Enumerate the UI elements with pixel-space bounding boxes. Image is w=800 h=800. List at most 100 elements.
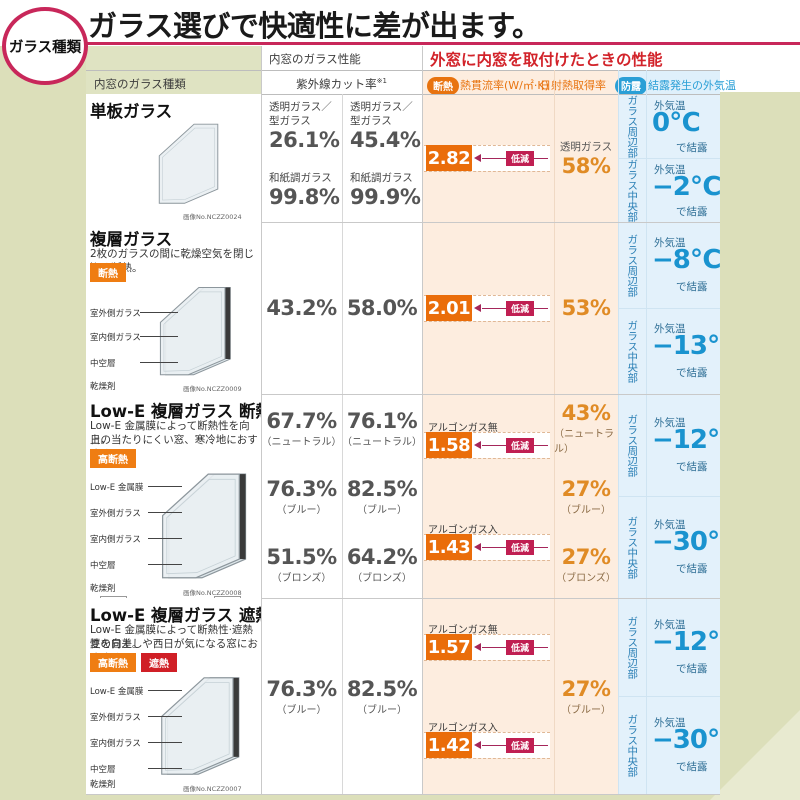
u-value-box: 1.58 (426, 432, 472, 458)
column-divider (422, 46, 423, 794)
dew-suffix-label: で結露 (676, 663, 708, 675)
glass-region-label: ガラス周辺部 (626, 413, 639, 477)
solar-gain-cell: 27% （ブルー） (554, 598, 618, 794)
solar-variant-label: （ニュートラル） (554, 429, 614, 455)
uv-value: 58.0% (346, 296, 418, 320)
condensation-temp-value: −12℃ (652, 627, 720, 657)
leader-line (148, 512, 182, 513)
dew-suffix-label: で結露 (676, 461, 708, 473)
figure-label: 室外側ガラス (90, 309, 141, 319)
dew-suffix-label: で結露 (676, 281, 708, 293)
reduction-badge: 低減 (506, 301, 535, 316)
uv-value: 26.1% (269, 128, 340, 153)
outside-temp-label: 外気温 (654, 100, 686, 112)
uv-cut-inner-cell: 透明ガラス／ 型ガラス 26.1% (261, 94, 342, 158)
leader-line (148, 742, 182, 743)
figure-label: 乾燥剤 (90, 382, 116, 392)
column-divider (646, 70, 647, 794)
row-divider (86, 222, 720, 223)
dash-guide (424, 732, 550, 733)
column-divider (261, 46, 262, 794)
condensation-cell: 外気温 0℃ で結露 (646, 94, 720, 158)
condensation-divider (618, 158, 720, 159)
dash-guide (424, 321, 550, 322)
row-divider (86, 70, 720, 71)
figure-label: 中空層 (90, 765, 116, 775)
glass-region-label-cell: ガラス周辺部 (618, 598, 646, 696)
glass-tag: 遮熱 (141, 653, 177, 672)
reduction-badge: 低減 (506, 151, 535, 166)
dash-guide (424, 432, 550, 433)
leader-line (148, 690, 182, 691)
uv-value: 76.3% (266, 676, 337, 701)
uv-value: 76.3% (266, 476, 337, 501)
glass-region-label: ガラス周辺部 (626, 233, 639, 297)
uv-cut-outer-cell: 64.2% （ブロンズ） (342, 530, 422, 598)
u-value-box: 2.82 (426, 145, 472, 171)
dash-guide (424, 458, 550, 459)
glass-region-label-cell: ガラス中央部 (618, 158, 646, 222)
figure-label: 中空層 (90, 359, 116, 369)
glass-region-label-cell: ガラス中央部 (618, 308, 646, 394)
figure-label: 乾燥剤 (90, 780, 116, 790)
header-solar-gain-label: 日射熱取得率 (540, 79, 606, 92)
uv-variant-label: （ニュートラル） (261, 436, 342, 448)
argon-condition-label: アルゴンガス入 (428, 525, 498, 536)
glass-type-badge-label: ガラス種類 (8, 39, 82, 56)
dash-guide (424, 145, 550, 146)
solar-gain-cell: 透明ガラス 58% (554, 94, 618, 222)
uv-sub-label: 透明ガラス／ (269, 100, 332, 113)
dash-guide (424, 758, 550, 759)
outside-temp-label: 外気温 (654, 717, 686, 729)
figure-label: Low-E 金属膜 (90, 687, 144, 697)
solar-gain-cell: 27% （ブルー） (554, 462, 618, 530)
condensation-cell: 外気温−30℃ で結露 (646, 696, 720, 794)
image-number: 画像No.NCZZ0024 (183, 213, 242, 221)
condensation-temp-value: −30℃ (652, 527, 720, 557)
uv-cut-outer-cell: 82.5% （ブルー） (342, 598, 422, 794)
glass-region-label-cell: ガラス周辺部 (618, 394, 646, 496)
condensation-temp-value: 0℃ (652, 108, 701, 138)
leader-line (148, 564, 182, 565)
dash-guide (424, 295, 550, 296)
outside-temp-label: 外気温 (654, 164, 686, 176)
uv-variant-label: （ブルー） (276, 504, 327, 516)
leader-line (140, 312, 178, 313)
title-bar: ガラス選びで快適性に差が出ます。 (0, 0, 800, 46)
glass-region-label: ガラス中央部 (626, 319, 639, 383)
row-divider (86, 94, 720, 95)
uv-cut-inner-cell: 和紙調ガラス 99.8% (261, 158, 342, 222)
solar-gain-value: 27% (561, 676, 611, 701)
row-divider (86, 598, 720, 599)
dew-suffix-label: で結露 (676, 761, 708, 773)
column-divider (554, 70, 555, 794)
uv-value: 51.5% (266, 544, 337, 569)
glass-region-label-cell: ガラス周辺部 (618, 94, 646, 158)
solar-gain-cell: 27% （ブロンズ） (554, 530, 618, 598)
condensation-cell: 外気温−12℃ で結露 (646, 598, 720, 696)
condensation-temp-value: −13℃ (652, 331, 720, 361)
u-value-box: 1.43 (426, 534, 472, 560)
glass-tag: 高断熱 (90, 653, 136, 672)
condensation-temp-value: −2℃ (652, 172, 720, 202)
dew-suffix-label: で結露 (676, 563, 708, 575)
glass-tag: 断熱 (90, 263, 126, 282)
uv-cut-inner-cell: 67.7% （ニュートラル） (261, 394, 342, 462)
argon-condition-label: アルゴンガス無 (428, 625, 498, 636)
uv-variant-label: （ブルー） (357, 704, 407, 716)
figure-label: 室内側ガラス (90, 535, 141, 545)
reduction-badge: 低減 (506, 738, 535, 753)
uv-value: 67.7% (266, 408, 337, 433)
uv-variant-label: （ブロンズ） (352, 572, 412, 584)
condensation-cell: 外気温−30℃ で結露 (646, 496, 720, 598)
glass-type-name: 複層ガラス (90, 230, 173, 249)
condensation-temp-value: −12℃ (652, 425, 720, 455)
solar-sub-label: 透明ガラス (559, 140, 613, 153)
figure-label: 室内側ガラス (90, 739, 141, 749)
uv-cut-outer-cell: 58.0% (342, 222, 422, 394)
solar-gain-value: 43% (561, 401, 611, 425)
uv-cut-outer-cell: 76.1% （ニュートラル） (342, 394, 422, 462)
glass-illustration (148, 470, 256, 584)
leader-line (148, 716, 182, 717)
condensation-cell: 外気温 −8℃ で結露 (646, 222, 720, 308)
